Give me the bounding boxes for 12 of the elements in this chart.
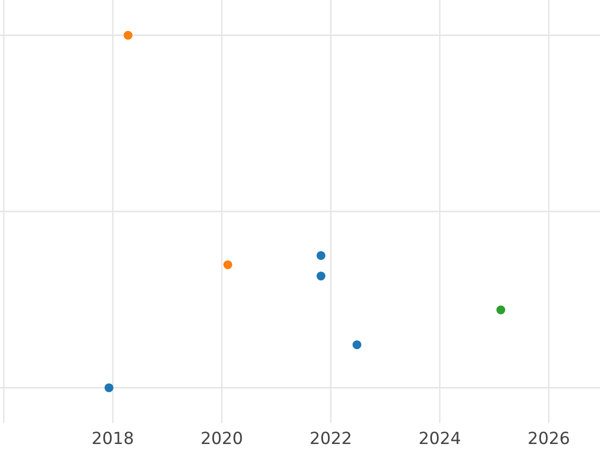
point [496,305,506,314]
point [316,272,326,280]
point [352,340,362,350]
x-tick-label: 2022 [310,432,350,444]
point [316,251,326,260]
x-tick-label: 2018 [92,432,133,444]
x-tick-label: 2024 [420,432,460,444]
x-tick-label: 2020 [202,432,242,444]
x-tick-label: 2026 [528,432,569,444]
point [124,30,132,40]
point [223,260,232,270]
point [104,383,114,392]
